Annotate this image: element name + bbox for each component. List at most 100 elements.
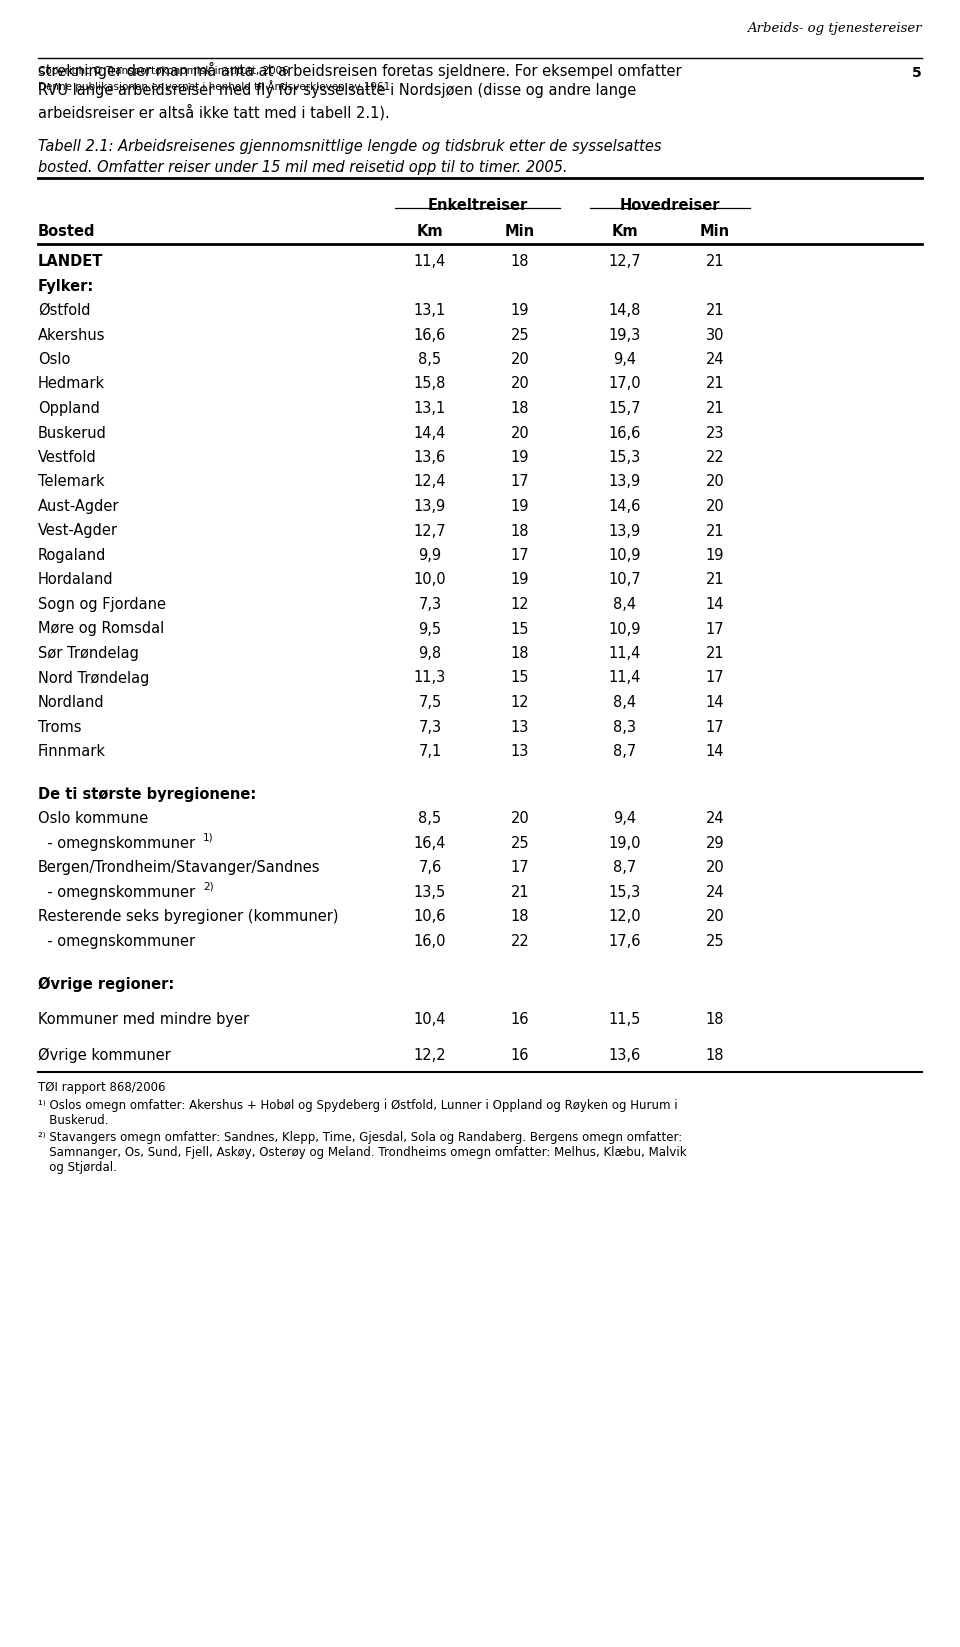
Text: 14,8: 14,8 <box>609 303 641 318</box>
Text: Oppland: Oppland <box>38 400 100 417</box>
Text: Øvrige kommuner: Øvrige kommuner <box>38 1047 171 1062</box>
Text: 24: 24 <box>706 812 724 827</box>
Text: 25: 25 <box>706 934 724 949</box>
Text: 19: 19 <box>511 499 529 514</box>
Text: 11,3: 11,3 <box>414 670 446 685</box>
Text: 24: 24 <box>706 884 724 899</box>
Text: 25: 25 <box>511 328 529 343</box>
Text: 20: 20 <box>706 474 725 489</box>
Text: 8,7: 8,7 <box>613 744 636 759</box>
Text: 21: 21 <box>706 646 724 660</box>
Text: 14: 14 <box>706 596 724 613</box>
Text: 21: 21 <box>706 524 724 539</box>
Text: 21: 21 <box>706 377 724 392</box>
Text: 15: 15 <box>511 621 529 636</box>
Text: 17: 17 <box>706 670 724 685</box>
Text: og Stjørdal.: og Stjørdal. <box>38 1161 117 1174</box>
Text: Km: Km <box>417 224 444 239</box>
Text: LANDET: LANDET <box>38 254 104 268</box>
Text: Sogn og Fjordane: Sogn og Fjordane <box>38 596 166 613</box>
Text: - omegnskommuner: - omegnskommuner <box>38 837 195 851</box>
Text: 10,9: 10,9 <box>609 621 641 636</box>
Text: 21: 21 <box>706 573 724 588</box>
Text: 20: 20 <box>511 352 529 367</box>
Text: 2): 2) <box>203 881 214 893</box>
Text: 18: 18 <box>706 1047 724 1062</box>
Text: 10,4: 10,4 <box>414 1013 446 1028</box>
Text: 17: 17 <box>511 860 529 875</box>
Text: 17: 17 <box>706 621 724 636</box>
Text: 18: 18 <box>511 646 529 660</box>
Text: bosted. Omfatter reiser under 15 mil med reisetid opp til to timer. 2005.: bosted. Omfatter reiser under 15 mil med… <box>38 160 567 175</box>
Text: 14,4: 14,4 <box>414 425 446 440</box>
Text: Kommuner med mindre byer: Kommuner med mindre byer <box>38 1013 250 1028</box>
Text: ¹⁾ Oslos omegn omfatter: Akershus + Hobøl og Spydeberg i Østfold, Lunner i Oppla: ¹⁾ Oslos omegn omfatter: Akershus + Hobø… <box>38 1099 678 1112</box>
Text: 10,9: 10,9 <box>609 548 641 563</box>
Text: - omegnskommuner: - omegnskommuner <box>38 884 195 899</box>
Text: 16: 16 <box>511 1013 529 1028</box>
Text: 8,5: 8,5 <box>419 352 442 367</box>
Text: 16: 16 <box>511 1047 529 1062</box>
Text: 12,7: 12,7 <box>609 254 641 268</box>
Text: 24: 24 <box>706 352 724 367</box>
Text: TØI rapport 868/2006: TØI rapport 868/2006 <box>38 1082 165 1094</box>
Text: Hedmark: Hedmark <box>38 377 106 392</box>
Text: 10,7: 10,7 <box>609 573 641 588</box>
Text: 14: 14 <box>706 744 724 759</box>
Text: 9,8: 9,8 <box>419 646 442 660</box>
Text: 30: 30 <box>706 328 724 343</box>
Text: 19,3: 19,3 <box>609 328 641 343</box>
Text: Buskerud: Buskerud <box>38 425 107 440</box>
Text: 16,0: 16,0 <box>414 934 446 949</box>
Text: 9,4: 9,4 <box>613 352 636 367</box>
Text: Min: Min <box>505 224 535 239</box>
Text: 12: 12 <box>511 695 529 710</box>
Text: 14,6: 14,6 <box>609 499 641 514</box>
Text: Tabell 2.1: Arbeidsreisenes gjennomsnittlige lengde og tidsbruk etter de syssels: Tabell 2.1: Arbeidsreisenes gjennomsnitt… <box>38 138 661 155</box>
Text: 12: 12 <box>511 596 529 613</box>
Text: 15,3: 15,3 <box>609 884 641 899</box>
Text: 21: 21 <box>706 254 724 268</box>
Text: 9,4: 9,4 <box>613 812 636 827</box>
Text: 13,9: 13,9 <box>609 524 641 539</box>
Text: Nordland: Nordland <box>38 695 105 710</box>
Text: 16,6: 16,6 <box>414 328 446 343</box>
Text: Finnmark: Finnmark <box>38 744 106 759</box>
Text: 10,6: 10,6 <box>414 909 446 924</box>
Text: 9,9: 9,9 <box>419 548 442 563</box>
Text: 14: 14 <box>706 695 724 710</box>
Text: 13: 13 <box>511 720 529 735</box>
Text: Akershus: Akershus <box>38 328 106 343</box>
Text: 8,7: 8,7 <box>613 860 636 875</box>
Text: ²⁾ Stavangers omegn omfatter: Sandnes, Klepp, Time, Gjesdal, Sola og Randaberg. : ²⁾ Stavangers omegn omfatter: Sandnes, K… <box>38 1131 683 1145</box>
Text: Buskerud.: Buskerud. <box>38 1115 108 1127</box>
Text: 16,4: 16,4 <box>414 837 446 851</box>
Text: Møre og Romsdal: Møre og Romsdal <box>38 621 164 636</box>
Text: 13,9: 13,9 <box>414 499 446 514</box>
Text: 11,4: 11,4 <box>609 670 641 685</box>
Text: 12,0: 12,0 <box>609 909 641 924</box>
Text: Copyright © Transportøkonomisk institutt, 2006: Copyright © Transportøkonomisk institutt… <box>38 66 289 76</box>
Text: 7,1: 7,1 <box>419 744 442 759</box>
Text: Oslo: Oslo <box>38 352 70 367</box>
Text: 17: 17 <box>511 548 529 563</box>
Text: 22: 22 <box>706 450 725 464</box>
Text: 17: 17 <box>706 720 724 735</box>
Text: arbeidsreiser er altså ikke tatt med i tabell 2.1).: arbeidsreiser er altså ikke tatt med i t… <box>38 104 390 120</box>
Text: - omegnskommuner: - omegnskommuner <box>38 934 195 949</box>
Text: 21: 21 <box>706 400 724 417</box>
Text: 7,3: 7,3 <box>419 720 442 735</box>
Text: 13,1: 13,1 <box>414 400 446 417</box>
Text: 13,6: 13,6 <box>609 1047 641 1062</box>
Text: 15: 15 <box>511 670 529 685</box>
Text: 11,4: 11,4 <box>609 646 641 660</box>
Text: strekninger der man må anta at arbeidsreisen foretas sjeldnere. For eksempel omf: strekninger der man må anta at arbeidsre… <box>38 63 682 79</box>
Text: 11,5: 11,5 <box>609 1013 641 1028</box>
Text: 8,4: 8,4 <box>613 596 636 613</box>
Text: 7,3: 7,3 <box>419 596 442 613</box>
Text: Telemark: Telemark <box>38 474 105 489</box>
Text: Sør Trøndelag: Sør Trøndelag <box>38 646 139 660</box>
Text: Km: Km <box>612 224 638 239</box>
Text: 23: 23 <box>706 425 724 440</box>
Text: 16,6: 16,6 <box>609 425 641 440</box>
